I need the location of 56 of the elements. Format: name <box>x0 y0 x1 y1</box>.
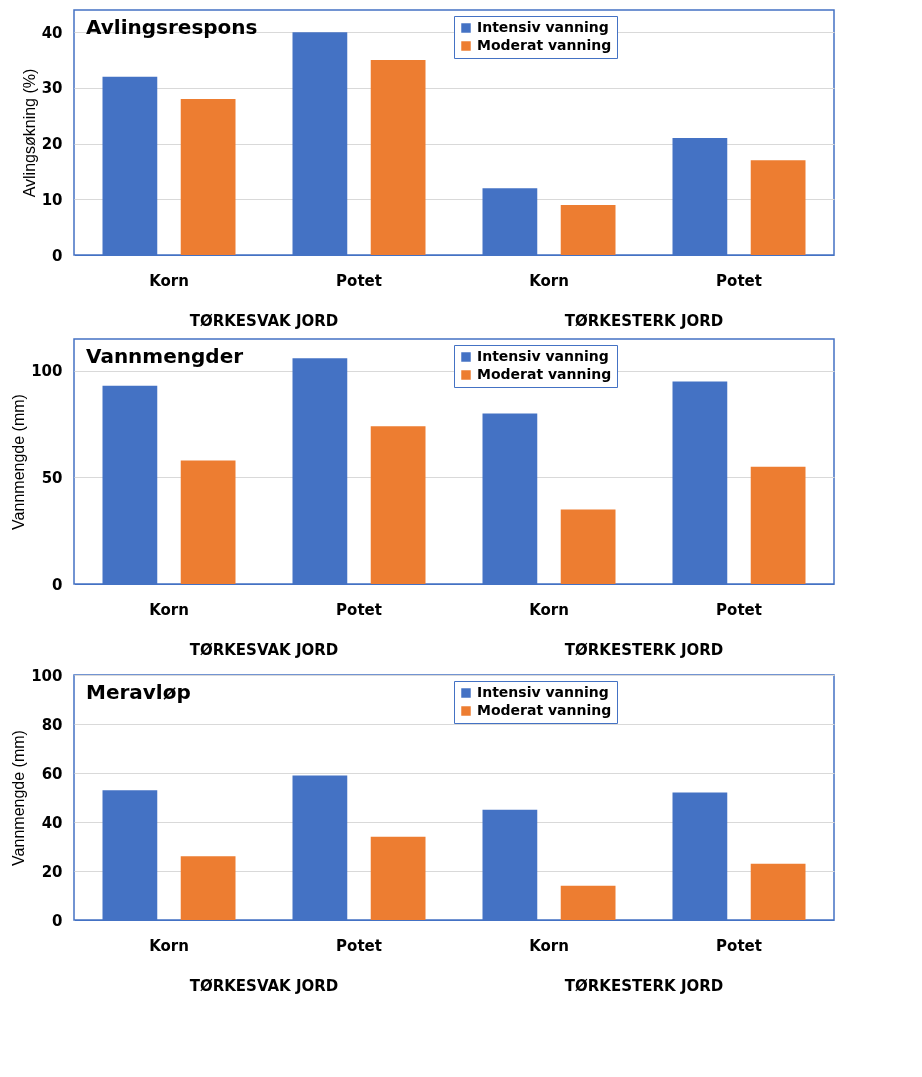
y-tick-label: 20 <box>41 862 63 881</box>
y-tick-label: 10 <box>41 190 63 209</box>
text: TØRKESVAK JORD <box>189 977 339 995</box>
y-tick-label: 20 <box>41 135 63 154</box>
bar <box>560 204 616 255</box>
bar <box>370 60 426 255</box>
legend-label: Moderat vanning <box>477 37 612 53</box>
bar <box>180 99 236 255</box>
text: TØRKESVAK JORD <box>189 641 339 659</box>
x-tick-label: Potet <box>336 600 382 619</box>
text: TØRKESTERK JORD <box>564 641 724 659</box>
y-tick-label: 30 <box>41 79 63 98</box>
y-axis-title: Vannmengde (mm) <box>10 730 28 866</box>
bar <box>180 460 236 584</box>
legend-label: Intensiv vanning <box>477 19 609 35</box>
y-tick-label: 100 <box>31 362 63 381</box>
bar <box>750 160 806 255</box>
legend-label: Intensiv vanning <box>477 684 609 700</box>
bar <box>370 836 426 920</box>
x-tick-label: Potet <box>336 271 382 290</box>
bar <box>750 863 806 920</box>
bar <box>750 466 806 584</box>
x-tick-label: Potet <box>716 936 762 955</box>
x-tick-label: Korn <box>529 936 569 955</box>
y-axis-title: Vannmengde (mm) <box>10 394 28 530</box>
bar <box>370 426 426 584</box>
x-tick-label: Korn <box>529 271 569 290</box>
bar <box>180 856 236 920</box>
y-tick-label: 40 <box>41 23 63 42</box>
chart-title: Avlingsrespons <box>86 15 258 39</box>
y-tick-label: 0 <box>52 246 63 265</box>
chart-title: Vannmengder <box>86 344 244 368</box>
x-tick-label: Korn <box>149 600 189 619</box>
y-axis-title: Avlingsøkning (%) <box>20 68 38 198</box>
x-tick-label: Korn <box>149 936 189 955</box>
y-tick-label: 80 <box>41 715 63 734</box>
y-tick-label: 0 <box>52 575 63 594</box>
x-tick-label: Korn <box>149 271 189 290</box>
y-tick-label: 50 <box>41 468 63 487</box>
x-tick-label: Korn <box>529 600 569 619</box>
y-tick-label: 60 <box>41 764 63 783</box>
text: TØRKESTERK JORD <box>564 312 724 330</box>
bar <box>560 885 616 920</box>
y-tick-label: 100 <box>31 666 63 685</box>
legend-label: Intensiv vanning <box>477 348 609 364</box>
y-tick-label: 40 <box>41 813 63 832</box>
chart-title: Meravløp <box>86 680 191 704</box>
text: TØRKESVAK JORD <box>189 312 339 330</box>
text: TØRKESTERK JORD <box>564 977 724 995</box>
legend-label: Moderat vanning <box>477 702 612 718</box>
x-tick-label: Potet <box>716 271 762 290</box>
x-tick-label: Potet <box>716 600 762 619</box>
x-tick-label: Potet <box>336 936 382 955</box>
legend-label: Moderat vanning <box>477 366 612 382</box>
y-tick-label: 0 <box>52 911 63 930</box>
bar <box>560 509 616 584</box>
